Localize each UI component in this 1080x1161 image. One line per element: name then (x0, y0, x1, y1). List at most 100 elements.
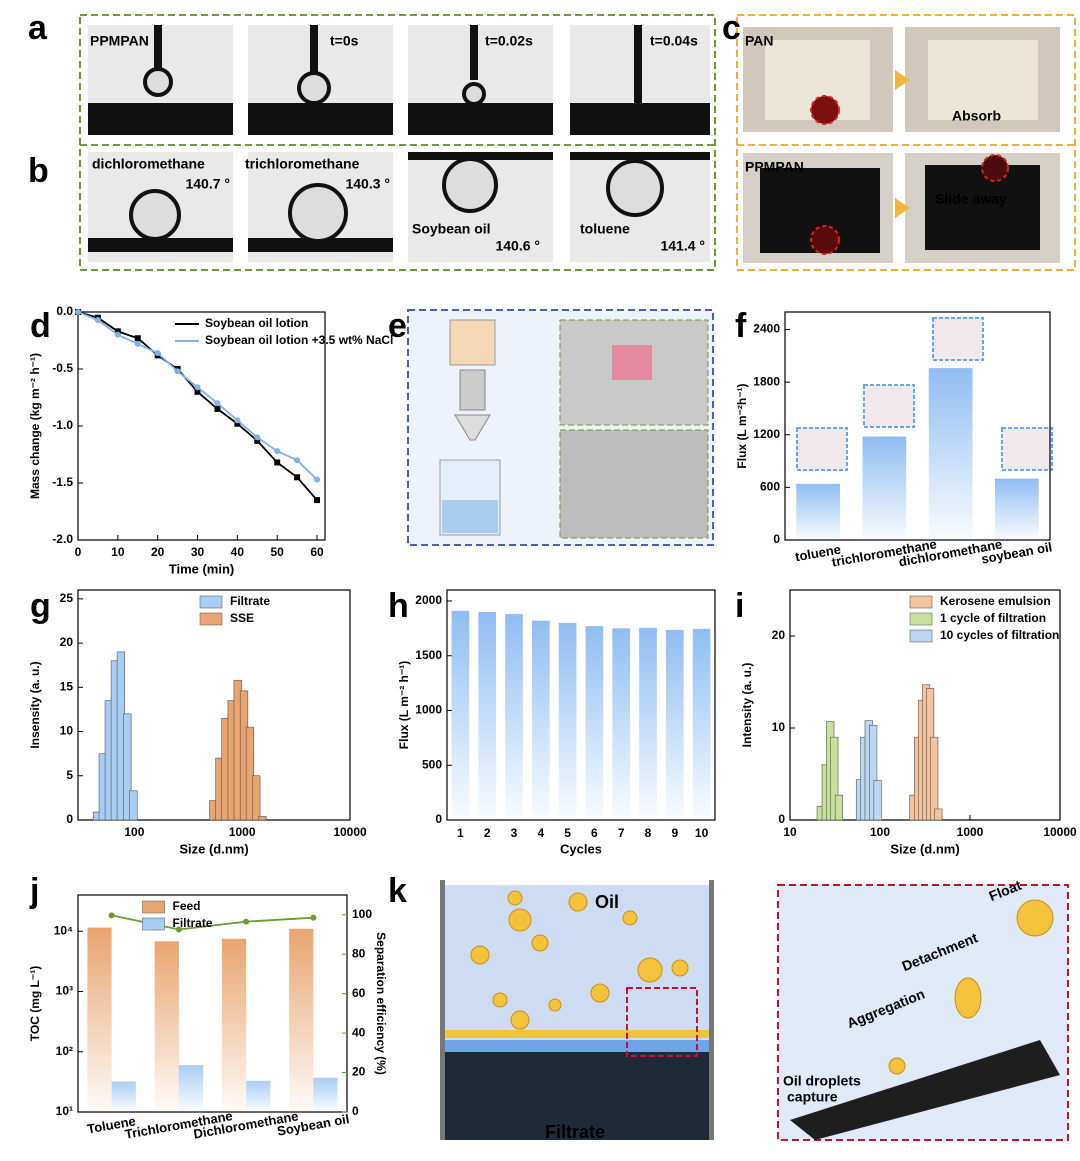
y2-tick-label: 100 (352, 907, 372, 921)
photo-label: Slide away (935, 191, 1007, 207)
plot-frame (784, 311, 1051, 541)
photo-label: Filtrate (545, 1122, 605, 1142)
bar (111, 1081, 136, 1112)
marker (243, 918, 250, 925)
ground (88, 25, 710, 252)
marker (154, 350, 161, 357)
panel-frame (79, 14, 716, 271)
bar (612, 628, 631, 820)
panel-letter: c (722, 9, 741, 47)
legend-label: Feed (173, 899, 201, 913)
legend-swatch (142, 917, 165, 931)
bar (245, 726, 255, 821)
legend-swatch (909, 612, 933, 626)
bar (531, 620, 550, 820)
bar (478, 611, 497, 820)
marker (234, 417, 241, 424)
marker (175, 926, 182, 933)
panel-letter: e (388, 307, 407, 345)
marker (174, 368, 181, 375)
legend-label: Soybean oil lotion (205, 316, 308, 330)
y-tick-label: 0 (778, 812, 785, 826)
marker (75, 309, 81, 315)
y-tick-label: 5 (66, 768, 73, 782)
y2-axis-title: Separation efficiency (%) (374, 932, 388, 1075)
x-tick-label: 1000 (229, 825, 256, 839)
y-tick-label: 600 (760, 480, 780, 494)
y-axis-title: Flux (L m⁻² h⁻¹) (397, 661, 411, 749)
bar (87, 927, 112, 1112)
apparatus (439, 319, 709, 539)
legend-swatch (909, 595, 933, 609)
x-tick-label: 10000 (333, 825, 367, 839)
bar (129, 790, 138, 821)
marker (314, 497, 321, 504)
marker (114, 331, 121, 338)
plot-frame (77, 894, 348, 1113)
legend-swatch (909, 629, 933, 643)
marker (214, 400, 221, 407)
bar (665, 629, 684, 820)
y2-tick-label: 20 (352, 1065, 366, 1079)
x-tick-label: 1 (457, 826, 464, 840)
marker (254, 434, 261, 441)
x-axis-title: Size (d.nm) (890, 841, 959, 856)
x-tick-label: 5 (564, 826, 571, 840)
y-tick-label: 2000 (415, 593, 442, 607)
x-axis-title: Size (d.nm) (179, 841, 248, 856)
panel-letter: b (28, 152, 49, 190)
bar (258, 816, 267, 821)
bar (558, 622, 577, 820)
marker (234, 420, 241, 427)
x-tick-label: 6 (591, 826, 598, 840)
y-tick-label: 0 (773, 532, 780, 546)
bar (873, 780, 882, 821)
photo-label: Oil (595, 892, 619, 912)
legend-label: 1 cycle of filtration (940, 611, 1046, 625)
photo-label: Oil droplets (783, 1073, 861, 1089)
marker (108, 912, 115, 919)
bar (862, 436, 907, 540)
droplets (129, 67, 664, 243)
y-tick-label: 10 (772, 720, 786, 734)
panel-letter: f (735, 307, 747, 345)
x-tick-label: 50 (271, 545, 285, 559)
x-tick-label: 10 (111, 545, 125, 559)
bar (221, 938, 247, 1112)
y-axis-title: Mass change (kg m⁻² h⁻¹) (28, 353, 42, 499)
bar (585, 626, 604, 820)
marker (194, 384, 201, 391)
bar (505, 614, 523, 820)
photo-label: dichloromethane (92, 156, 205, 172)
bar (178, 1065, 204, 1112)
y-tick-label: -1.0 (52, 418, 73, 432)
bar (451, 610, 470, 820)
y-tick-label: 1800 (753, 374, 780, 388)
x-axis-title: Cycles (560, 841, 602, 856)
panel-letter: h (388, 587, 409, 625)
legend-label: SSE (230, 611, 254, 625)
photo-decor (79, 14, 1076, 1141)
y-tick-label: -2.0 (52, 532, 73, 546)
panel-letter: j (29, 872, 39, 910)
y-tick-label: 10¹ (56, 1104, 73, 1118)
x-tick-label: 10000 (1043, 825, 1077, 839)
y-tick-label: 20 (772, 628, 786, 642)
y-tick-label: -0.5 (52, 361, 73, 375)
y-tick-label: 0 (435, 812, 442, 826)
photo-label: trichloromethane (245, 156, 360, 172)
legend-label: Kerosene emulsion (940, 594, 1051, 608)
x-tick-label: 1000 (957, 825, 984, 839)
legend-swatch (142, 900, 165, 914)
legend-label: 10 cycles of filtration (940, 628, 1059, 642)
photo-label: 140.6 ° (495, 238, 540, 254)
y-tick-label: 1000 (415, 703, 442, 717)
marker (274, 459, 281, 466)
bar (834, 794, 844, 821)
photo-label: t=0s (330, 33, 359, 49)
y-tick-label: 1500 (415, 648, 442, 662)
y2-tick-label: 60 (352, 986, 366, 1000)
x-tick-label: 20 (151, 545, 165, 559)
legend-swatch (199, 612, 223, 626)
y-tick-label: 10 (60, 724, 74, 738)
